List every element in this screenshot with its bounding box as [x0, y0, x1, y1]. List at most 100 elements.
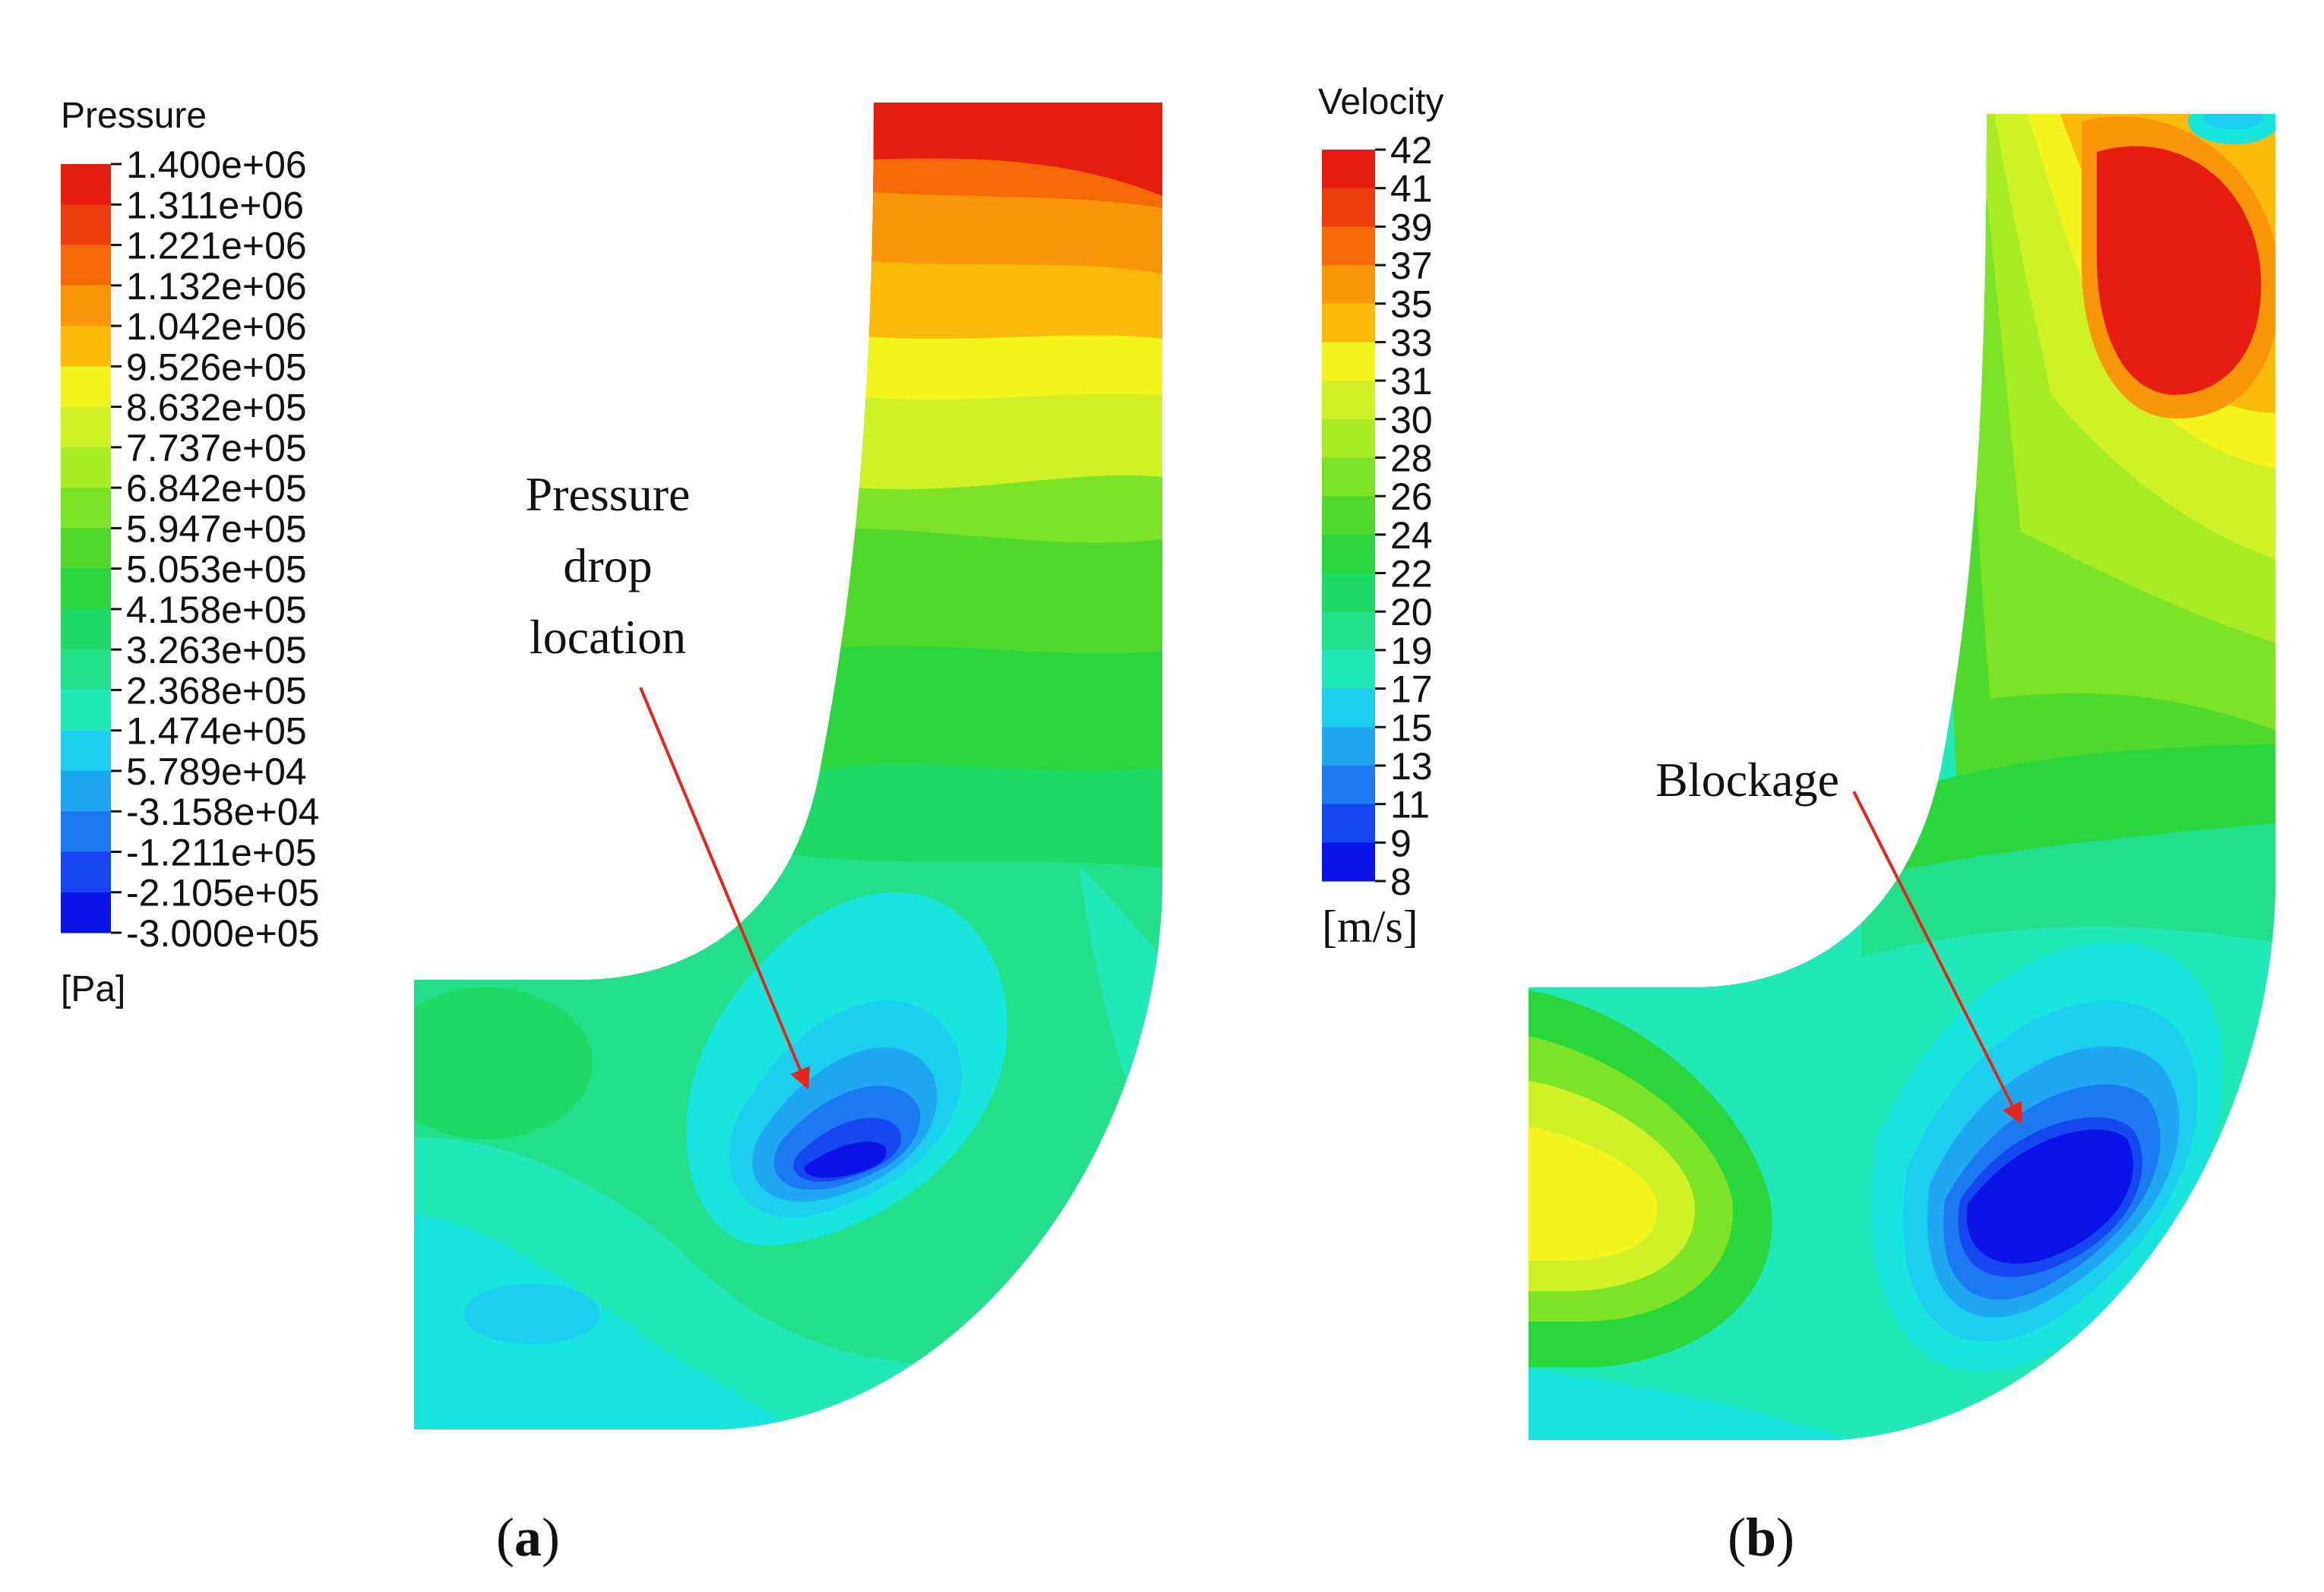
colorbar-band	[61, 608, 111, 650]
pressure-legend-title: Pressure	[61, 96, 207, 136]
colorbar-label: 5.053e+05	[126, 548, 307, 591]
colorbar-band	[1322, 727, 1375, 766]
colorbar-label: -3.000e+05	[126, 912, 319, 955]
caption-letter-a: a	[514, 1507, 542, 1568]
pressure-legend-labels: 1.400e+061.311e+061.221e+061.132e+061.04…	[126, 144, 319, 955]
colorbar-label: 11	[1390, 784, 1430, 826]
colorbar-label: 26	[1390, 475, 1433, 518]
colorbar-band	[1322, 419, 1375, 458]
colorbar-band	[1322, 804, 1375, 843]
velocity-contour-plot	[1529, 114, 2275, 1440]
colorbar-label: 35	[1390, 283, 1433, 326]
colorbar-band	[1322, 842, 1375, 882]
velocity-legend-unit: [m/s]	[1322, 902, 1418, 952]
colorbar-band	[1322, 381, 1375, 420]
colorbar-band	[61, 204, 111, 246]
colorbar-band	[1322, 649, 1375, 690]
colorbar-band	[61, 690, 111, 731]
pressure-contour-plot	[414, 103, 1162, 1429]
colorbar-band	[61, 892, 111, 933]
colorbar-label: 15	[1390, 706, 1433, 749]
blockage-annotation: Blockage	[1655, 753, 2022, 1125]
colorbar-band	[61, 811, 111, 852]
colorbar-label: 22	[1390, 553, 1433, 595]
colorbar-label: 41	[1390, 168, 1433, 210]
colorbar-band	[61, 568, 111, 610]
colorbar-band	[1322, 573, 1375, 612]
colorbar-label: 4.158e+05	[126, 589, 307, 631]
colorbar-band	[61, 326, 111, 367]
colorbar-label: 8	[1390, 861, 1412, 903]
colorbar-label: 2.368e+05	[126, 669, 307, 712]
annotation-arrow	[639, 687, 811, 1090]
pressure-legend-unit: [Pa]	[61, 969, 125, 1009]
colorbar-label: 31	[1390, 360, 1433, 403]
colorbar-label: 1.042e+06	[126, 305, 307, 348]
colorbar-band	[1322, 765, 1375, 805]
pressure-drop-annotation: Pressure drop location	[526, 467, 811, 1090]
colorbar-band	[61, 164, 111, 205]
colorbar-band	[1322, 150, 1375, 189]
colorbar-band	[1322, 265, 1375, 305]
colorbar-label: 1.474e+05	[126, 710, 307, 753]
colorbar-label: 9.526e+05	[126, 346, 307, 388]
velocity-colorbar	[1322, 148, 1386, 883]
colorbar-label: 20	[1390, 591, 1433, 633]
velocity-legend: Velocity 4241393735333130282624222019171…	[1318, 82, 1443, 952]
panel-a: Pressure 1.400e+061.311e+061.221e+061.13…	[61, 96, 1162, 1568]
colorbar-label: 1.311e+06	[126, 184, 304, 226]
colorbar-band	[1322, 496, 1375, 535]
colorbar-label: 1.132e+06	[126, 265, 307, 308]
colorbar-label: 30	[1390, 399, 1433, 441]
colorbar-band	[61, 649, 111, 690]
colorbar-band	[1322, 688, 1375, 728]
colorbar-label: 5.789e+04	[126, 750, 307, 793]
caption-b: (b)	[1728, 1507, 1794, 1568]
colorbar-band	[61, 730, 111, 772]
colorbar-label: 33	[1390, 321, 1433, 364]
colorbar-band	[61, 447, 111, 488]
colorbar-band	[61, 488, 111, 529]
colorbar-label: 42	[1390, 129, 1433, 172]
annotation-arrow-b	[1852, 791, 2022, 1125]
colorbar-label: 24	[1390, 514, 1433, 557]
annotation-line-pressure: Pressure	[526, 467, 691, 521]
annotation-line-drop: drop	[563, 539, 652, 592]
colorbar-band	[1322, 226, 1375, 266]
colorbar-band	[1322, 611, 1375, 651]
colorbar-label: 6.842e+05	[126, 467, 307, 510]
colorbar-label: 37	[1390, 245, 1433, 287]
annotation-blockage: Blockage	[1655, 753, 1839, 807]
colorbar-label: 17	[1390, 668, 1433, 711]
colorbar-band	[1322, 303, 1375, 343]
colorbar-label: 1.221e+06	[126, 225, 307, 267]
colorbar-label: -2.105e+05	[126, 872, 319, 914]
colorbar-label: 8.632e+05	[126, 387, 307, 429]
pressure-colorbar	[61, 163, 122, 934]
colorbar-label: 5.947e+05	[126, 507, 307, 550]
colorbar-band	[61, 770, 111, 812]
colorbar-band	[61, 285, 111, 327]
annotation-line-location: location	[530, 610, 686, 664]
colorbar-band	[1322, 457, 1375, 497]
colorbar-band	[1322, 188, 1375, 227]
colorbar-label: 28	[1390, 437, 1433, 479]
panel-b: Velocity 4241393735333130282624222019171…	[1318, 82, 2275, 1568]
pressure-legend: Pressure 1.400e+061.311e+061.221e+061.13…	[61, 96, 319, 1009]
colorbar-label: 7.737e+05	[126, 427, 307, 469]
colorbar-label: -3.158e+04	[126, 791, 319, 833]
colorbar-label: 13	[1390, 745, 1433, 788]
colorbar-label: 9	[1390, 822, 1412, 864]
colorbar-label: -1.211e+05	[126, 831, 317, 873]
colorbar-band	[61, 528, 111, 570]
colorbar-band	[61, 366, 111, 408]
colorbar-label: 1.400e+06	[126, 144, 307, 186]
colorbar-band	[1322, 342, 1375, 381]
caption-letter-b: b	[1746, 1507, 1776, 1568]
colorbar-band	[61, 245, 111, 286]
colorbar-label: 39	[1390, 206, 1433, 248]
colorbar-label: 19	[1390, 630, 1433, 672]
colorbar-band	[61, 406, 111, 448]
